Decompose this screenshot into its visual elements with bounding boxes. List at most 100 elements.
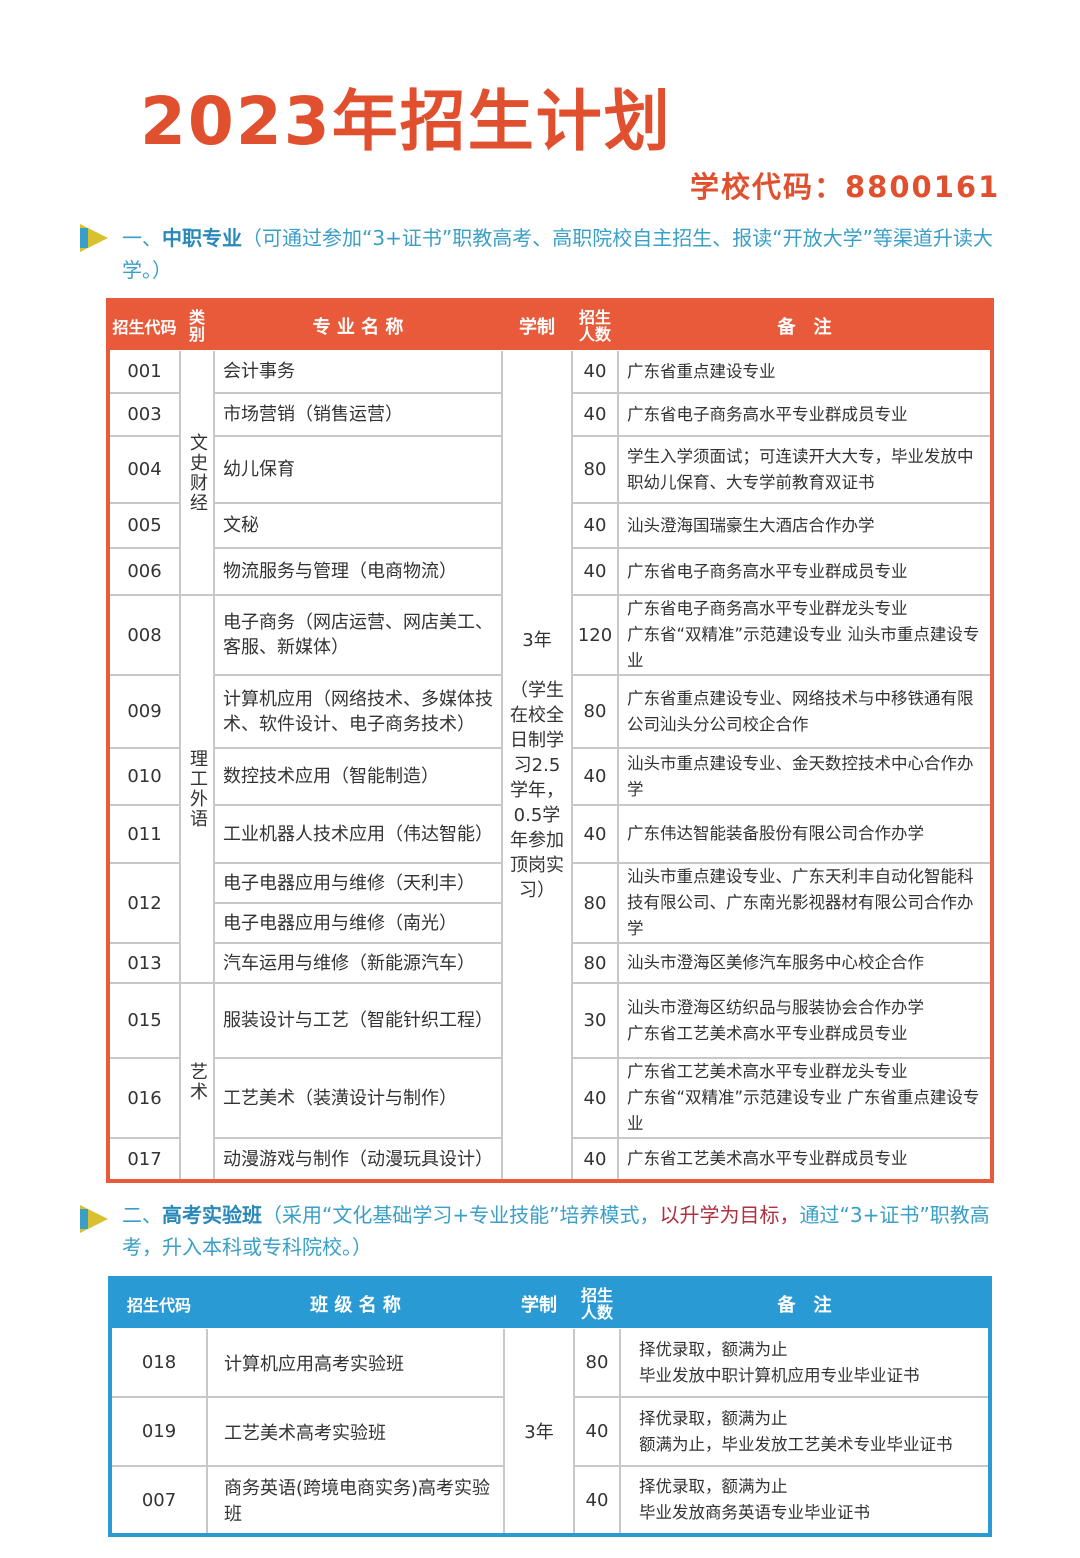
cell-count: 40 — [571, 502, 619, 549]
cell-code: 018 — [109, 1327, 208, 1398]
cell-duration: 3年 （学生在校全日制学习2.5学年，0.5学年参加顶岗实习） — [501, 349, 573, 1182]
cell-note: 广东省电子商务高水平专业群成员专业 — [617, 547, 993, 596]
cell-name: 电子电器应用与维修（天利丰） — [213, 862, 503, 904]
cell-code: 006 — [107, 547, 181, 596]
section-arrow-icon — [80, 224, 108, 252]
section2-prefix: 二、 — [122, 1203, 162, 1227]
header-name: 班 级 名 称 — [207, 1278, 504, 1328]
table-row: 011 工业机器人技术应用（伟达智能） 40 广东伟达智能装备股份有限公司合作办学 — [107, 804, 993, 864]
section2-desc-a: （采用“文化基础学习+专业技能”培养模式， — [262, 1203, 660, 1227]
cell-name: 动漫游戏与制作（动漫玩具设计） — [213, 1137, 503, 1182]
cell-name: 工业机器人技术应用（伟达智能） — [213, 804, 503, 864]
cell-code: 016 — [107, 1057, 181, 1139]
table-row: 001 文史财经 会计事务 3年 （学生在校全日制学习2.5学年，0.5学年参加顶岗实… — [107, 349, 993, 1182]
table-row: 013 汽车运用与维修（新能源汽车） 80 汕头市澄海区美修汽车服务中心校企合作 — [107, 942, 993, 984]
cell-category: 艺术 — [179, 982, 215, 1182]
cell-count: 40 — [571, 804, 619, 864]
cell-count: 80 — [571, 435, 619, 504]
header-code: 招生代码 — [110, 1278, 207, 1328]
cell-code: 011 — [107, 804, 181, 864]
cell-name: 计算机应用高考实验班 — [206, 1327, 505, 1398]
cell-name: 商务英语(跨境电商实务)高考实验班 — [206, 1465, 505, 1536]
cell-duration: 3年 — [503, 1327, 575, 1536]
cell-note: 择优录取，额满为止 毕业发放商务英语专业毕业证书 — [619, 1465, 991, 1536]
cell-note: 择优录取，额满为止 毕业发放中职计算机应用专业毕业证书 — [619, 1327, 991, 1398]
header-code: 招生代码 — [108, 300, 180, 350]
cell-count: 80 — [571, 862, 619, 944]
table-row: 004 幼儿保育 80 学生入学须面试；可连读开大大专，毕业发放中职幼儿保育、大专学前… — [107, 435, 993, 504]
cell-code: 013 — [107, 942, 181, 984]
cell-code: 017 — [107, 1137, 181, 1182]
header-duration: 学制 — [502, 300, 572, 350]
cell-note: 广东省电子商务高水平专业群龙头专业 广东省“双精准”示范建设专业 汕头市重点建设… — [617, 594, 993, 676]
cell-code: 001 — [107, 349, 181, 394]
section2-name: 高考实验班 — [162, 1203, 262, 1227]
cell-name: 工艺美术高考实验班 — [206, 1396, 505, 1467]
cell-name: 物流服务与管理（电商物流） — [213, 547, 503, 596]
table-row: 008 理工外语 电子商务（网店运营、网店美工、客服、新媒体） 120 广东省电子商务高… — [107, 594, 993, 984]
table-row: 007 商务英语(跨境电商实务)高考实验班 40 择优录取，额满为止 毕业发放商务英语… — [109, 1465, 991, 1536]
cell-code: 019 — [109, 1396, 208, 1467]
cell-code: 015 — [107, 982, 181, 1059]
cell-note: 汕头澄海国瑞豪生大酒店合作办学 — [617, 502, 993, 549]
table-header-row: 招生代码 类别 专 业 名 称 学制 招生人数 备 注 — [108, 300, 992, 350]
cell-name: 数控技术应用（智能制造） — [213, 747, 503, 806]
cell-count: 30 — [571, 982, 619, 1059]
cell-count: 40 — [571, 392, 619, 437]
table-row: 005 文秘 40 汕头澄海国瑞豪生大酒店合作办学 — [107, 502, 993, 549]
section2-heading: 二、高考实验班（采用“文化基础学习+专业技能”培养模式，以升学为目标，通过“3+… — [122, 1199, 1012, 1263]
cell-note: 汕头市重点建设专业、广东天利丰自动化智能科技有限公司、广东南光影视器材有限公司合… — [617, 862, 993, 944]
cell-category: 理工外语 — [179, 594, 215, 984]
cell-name: 幼儿保育 — [213, 435, 503, 504]
section1-prefix: 一、 — [122, 226, 162, 250]
cell-count: 40 — [571, 547, 619, 596]
cell-count: 40 — [571, 349, 619, 394]
section1-heading: 一、中职专业（可通过参加“3+证书”职教高考、高职院校自主招生、报读“开放大学”… — [122, 222, 1012, 286]
table-row: 017 动漫游戏与制作（动漫玩具设计） 40 广东省工艺美术高水平专业群成员专业 — [107, 1137, 993, 1182]
cell-count: 120 — [571, 594, 619, 676]
cell-code: 007 — [109, 1465, 208, 1536]
cell-code: 012 — [107, 862, 181, 944]
table-row: 018 计算机应用高考实验班 3年 80 择优录取，额满为止 毕业发放中职计算机应用专业… — [109, 1327, 991, 1536]
header-count: 招生人数 — [574, 1278, 620, 1328]
cell-note: 择优录取，额满为止 额满为止，毕业发放工艺美术专业毕业证书 — [619, 1396, 991, 1467]
cell-note: 广东省工艺美术高水平专业群龙头专业 广东省“双精准”示范建设专业 广东省重点建设… — [617, 1057, 993, 1139]
cell-note: 广东伟达智能装备股份有限公司合作办学 — [617, 804, 993, 864]
cell-name: 服装设计与工艺（智能针织工程） — [213, 982, 503, 1059]
table-header-row: 招生代码 班 级 名 称 学制 招生人数 备 注 — [110, 1278, 990, 1328]
header-category: 类别 — [180, 300, 214, 350]
section1-desc: （可通过参加“3+证书”职教高考、高职院校自主招生、报读“开放大学”等渠道升读大… — [122, 226, 993, 282]
cell-note: 汕头市重点建设专业、金天数控技术中心合作办学 — [617, 747, 993, 806]
cell-name: 会计事务 — [213, 349, 503, 394]
cell-count: 80 — [571, 942, 619, 984]
cell-code: 010 — [107, 747, 181, 806]
cell-code: 005 — [107, 502, 181, 549]
cell-note: 汕头市澄海区纺织品与服装协会合作办学 广东省工艺美术高水平专业群成员专业 — [617, 982, 993, 1059]
header-duration: 学制 — [504, 1278, 574, 1328]
cell-count: 40 — [571, 747, 619, 806]
cell-count: 40 — [571, 1137, 619, 1182]
header-count: 招生人数 — [572, 300, 618, 350]
cell-note: 广东省重点建设专业、网络技术与中移铁通有限公司汕头分公司校企合作 — [617, 674, 993, 749]
cell-note: 广东省重点建设专业 — [617, 349, 993, 394]
cell-count: 40 — [573, 1396, 621, 1467]
table-row: 019 工艺美术高考实验班 40 择优录取，额满为止 额满为止，毕业发放工艺美术专业毕… — [109, 1396, 991, 1467]
cell-code: 008 — [107, 594, 181, 676]
cell-count: 80 — [573, 1327, 621, 1398]
section-arrow-icon — [80, 1205, 108, 1233]
cell-note: 汕头市澄海区美修汽车服务中心校企合作 — [617, 942, 993, 984]
table-row: 003 市场营销（销售运营） 40 广东省电子商务高水平专业群成员专业 — [107, 392, 993, 437]
cell-code: 003 — [107, 392, 181, 437]
cell-note: 学生入学须面试；可连读开大大专，毕业发放中职幼儿保育、大专学前教育双证书 — [617, 435, 993, 504]
header-note: 备 注 — [618, 300, 992, 350]
cell-note: 广东省工艺美术高水平专业群成员专业 — [617, 1137, 993, 1182]
cell-name: 市场营销（销售运营） — [213, 392, 503, 437]
cell-note: 广东省电子商务高水平专业群成员专业 — [617, 392, 993, 437]
section2-desc-b: 通过“3+证书”职教高考，升入本科或专科院校。） — [122, 1203, 990, 1259]
cell-category: 文史财经 — [179, 349, 215, 596]
cell-name: 工艺美术（装潢设计与制作） — [213, 1057, 503, 1139]
header-name: 专 业 名 称 — [214, 300, 502, 350]
header-note: 备 注 — [620, 1278, 990, 1328]
school-code: 学校代码：8800161 — [690, 170, 1001, 204]
